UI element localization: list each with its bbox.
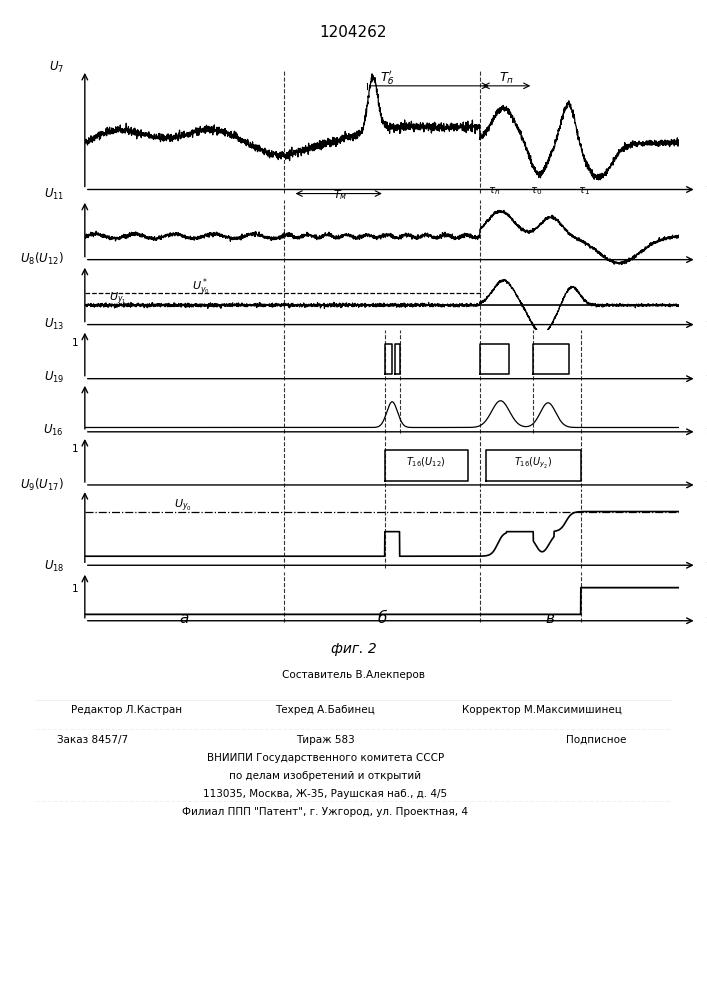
Text: $U_{y_0}$: $U_{y_0}$ (174, 497, 192, 514)
Text: 1: 1 (72, 338, 79, 348)
Text: $U_{16}$: $U_{16}$ (43, 423, 64, 438)
Text: $U_{11}$: $U_{11}$ (44, 187, 64, 202)
Text: $t$: $t$ (706, 559, 707, 572)
Text: Подписное: Подписное (566, 735, 626, 745)
Text: а: а (180, 611, 189, 626)
Text: $T_{16}(U_{y_2})$: $T_{16}(U_{y_2})$ (514, 455, 552, 470)
Text: 113035, Москва, Ж-35, Раушская наб., д. 4/5: 113035, Москва, Ж-35, Раушская наб., д. … (203, 789, 448, 799)
Text: б: б (377, 611, 387, 626)
Text: Составитель В.Алекперов: Составитель В.Алекперов (282, 670, 425, 680)
Text: 1: 1 (72, 584, 79, 594)
Text: $U_{y_1}$: $U_{y_1}$ (109, 290, 127, 307)
Text: $U_9(U_{17})$: $U_9(U_{17})$ (21, 476, 64, 493)
Text: Заказ 8457/7: Заказ 8457/7 (57, 735, 128, 745)
Text: $t$: $t$ (706, 614, 707, 627)
Text: $t$: $t$ (706, 478, 707, 491)
Text: $T_{16}(U_{12})$: $T_{16}(U_{12})$ (407, 455, 446, 469)
Text: $\tau_n$: $\tau_n$ (489, 186, 501, 197)
Text: $t$: $t$ (706, 318, 707, 331)
Text: $t$: $t$ (706, 372, 707, 385)
Text: 1: 1 (72, 444, 79, 454)
Text: $U_{19}$: $U_{19}$ (44, 370, 64, 385)
Text: по делам изобретений и открытий: по делам изобретений и открытий (229, 771, 421, 781)
Text: в: в (545, 611, 554, 626)
Text: Филиал ППП "Патент", г. Ужгород, ул. Проектная, 4: Филиал ППП "Патент", г. Ужгород, ул. Про… (182, 807, 468, 817)
Text: $U_{13}$: $U_{13}$ (44, 317, 64, 332)
Text: $U_7$: $U_7$ (49, 60, 64, 75)
Text: $U_8(U_{12})$: $U_8(U_{12})$ (21, 251, 64, 267)
Text: фиг. 2: фиг. 2 (331, 642, 376, 656)
Text: $\tau_0$: $\tau_0$ (530, 186, 542, 197)
Text: Редактор Л.Кастран: Редактор Л.Кастран (71, 705, 182, 715)
Text: 1204262: 1204262 (320, 25, 387, 40)
Text: $T_п$: $T_п$ (499, 70, 514, 86)
Text: $t$: $t$ (706, 183, 707, 196)
Text: $U_{18}$: $U_{18}$ (44, 559, 64, 574)
Text: $\tau_1$: $\tau_1$ (578, 186, 590, 197)
Text: $U_{y_0}^*$: $U_{y_0}^*$ (192, 277, 209, 299)
Text: Тираж 583: Тираж 583 (296, 735, 355, 745)
Text: Корректор М.Максимишинец: Корректор М.Максимишинец (462, 705, 622, 715)
Text: $t$: $t$ (706, 253, 707, 266)
Text: Техред А.Бабинец: Техред А.Бабинец (275, 705, 375, 715)
Text: ВНИИПИ Государственного комитета СССР: ВНИИПИ Государственного комитета СССР (206, 753, 444, 763)
Text: $T_м$: $T_м$ (333, 189, 347, 202)
Text: $t$: $t$ (706, 425, 707, 438)
Text: $T_б'$: $T_б'$ (380, 68, 395, 87)
